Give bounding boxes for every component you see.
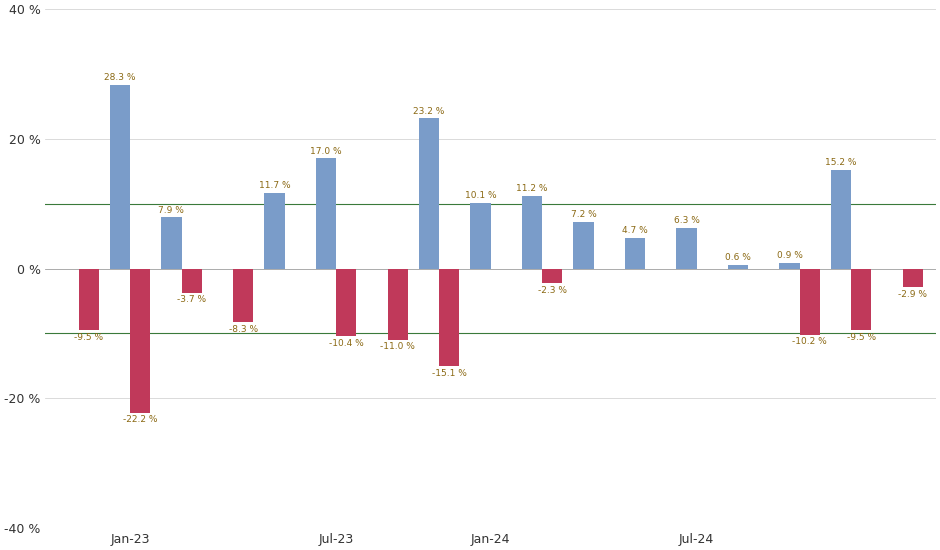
Bar xyxy=(110,85,130,268)
Bar xyxy=(419,118,439,268)
Text: -9.5 %: -9.5 % xyxy=(847,333,876,342)
Bar xyxy=(800,268,820,335)
Text: 11.7 %: 11.7 % xyxy=(258,181,290,190)
Text: 0.6 %: 0.6 % xyxy=(725,253,751,262)
Text: -2.9 %: -2.9 % xyxy=(899,290,928,299)
Text: 11.2 %: 11.2 % xyxy=(516,184,548,194)
Text: 0.9 %: 0.9 % xyxy=(776,251,803,260)
Text: -22.2 %: -22.2 % xyxy=(123,415,157,424)
Text: -10.4 %: -10.4 % xyxy=(329,339,364,348)
Bar xyxy=(902,268,923,288)
Text: 15.2 %: 15.2 % xyxy=(825,158,857,167)
Text: 6.3 %: 6.3 % xyxy=(674,216,699,225)
Text: 7.9 %: 7.9 % xyxy=(159,206,184,214)
Text: -8.3 %: -8.3 % xyxy=(228,325,258,334)
Bar xyxy=(181,268,202,293)
Text: 28.3 %: 28.3 % xyxy=(104,74,135,82)
Bar xyxy=(387,268,408,340)
Bar xyxy=(542,268,562,283)
Bar xyxy=(264,192,285,268)
Text: 4.7 %: 4.7 % xyxy=(622,227,648,235)
Text: 7.2 %: 7.2 % xyxy=(571,210,596,219)
Bar xyxy=(831,170,852,268)
Bar xyxy=(233,268,253,322)
Bar xyxy=(470,203,491,268)
Bar xyxy=(316,158,337,268)
Text: 23.2 %: 23.2 % xyxy=(414,107,445,116)
Bar xyxy=(79,268,99,330)
Bar xyxy=(130,268,150,412)
Text: -10.2 %: -10.2 % xyxy=(792,337,827,346)
Bar xyxy=(522,196,542,268)
Text: -15.1 %: -15.1 % xyxy=(431,369,466,378)
Text: -2.3 %: -2.3 % xyxy=(538,286,567,295)
Bar xyxy=(852,268,871,330)
Bar xyxy=(677,228,697,268)
Bar xyxy=(625,238,645,268)
Bar xyxy=(337,268,356,336)
Bar xyxy=(162,217,181,268)
Bar xyxy=(779,263,800,268)
Text: 10.1 %: 10.1 % xyxy=(464,191,496,201)
Text: -11.0 %: -11.0 % xyxy=(381,343,415,351)
Bar xyxy=(573,222,594,268)
Text: -3.7 %: -3.7 % xyxy=(177,295,206,304)
Bar xyxy=(728,265,748,268)
Text: -9.5 %: -9.5 % xyxy=(74,333,103,342)
Bar xyxy=(439,268,460,366)
Text: 17.0 %: 17.0 % xyxy=(310,147,342,156)
